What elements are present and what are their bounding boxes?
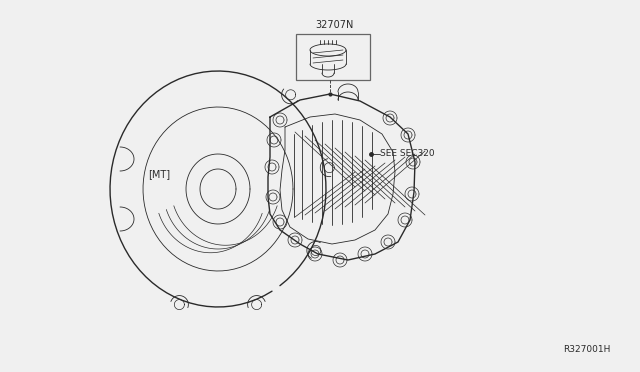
Bar (296, 34, 370, 80)
Text: R327001H: R327001H (563, 345, 610, 354)
Text: 32707N: 32707N (315, 20, 353, 30)
Text: SEE SEC320: SEE SEC320 (380, 150, 435, 158)
Text: [MT]: [MT] (148, 169, 170, 179)
